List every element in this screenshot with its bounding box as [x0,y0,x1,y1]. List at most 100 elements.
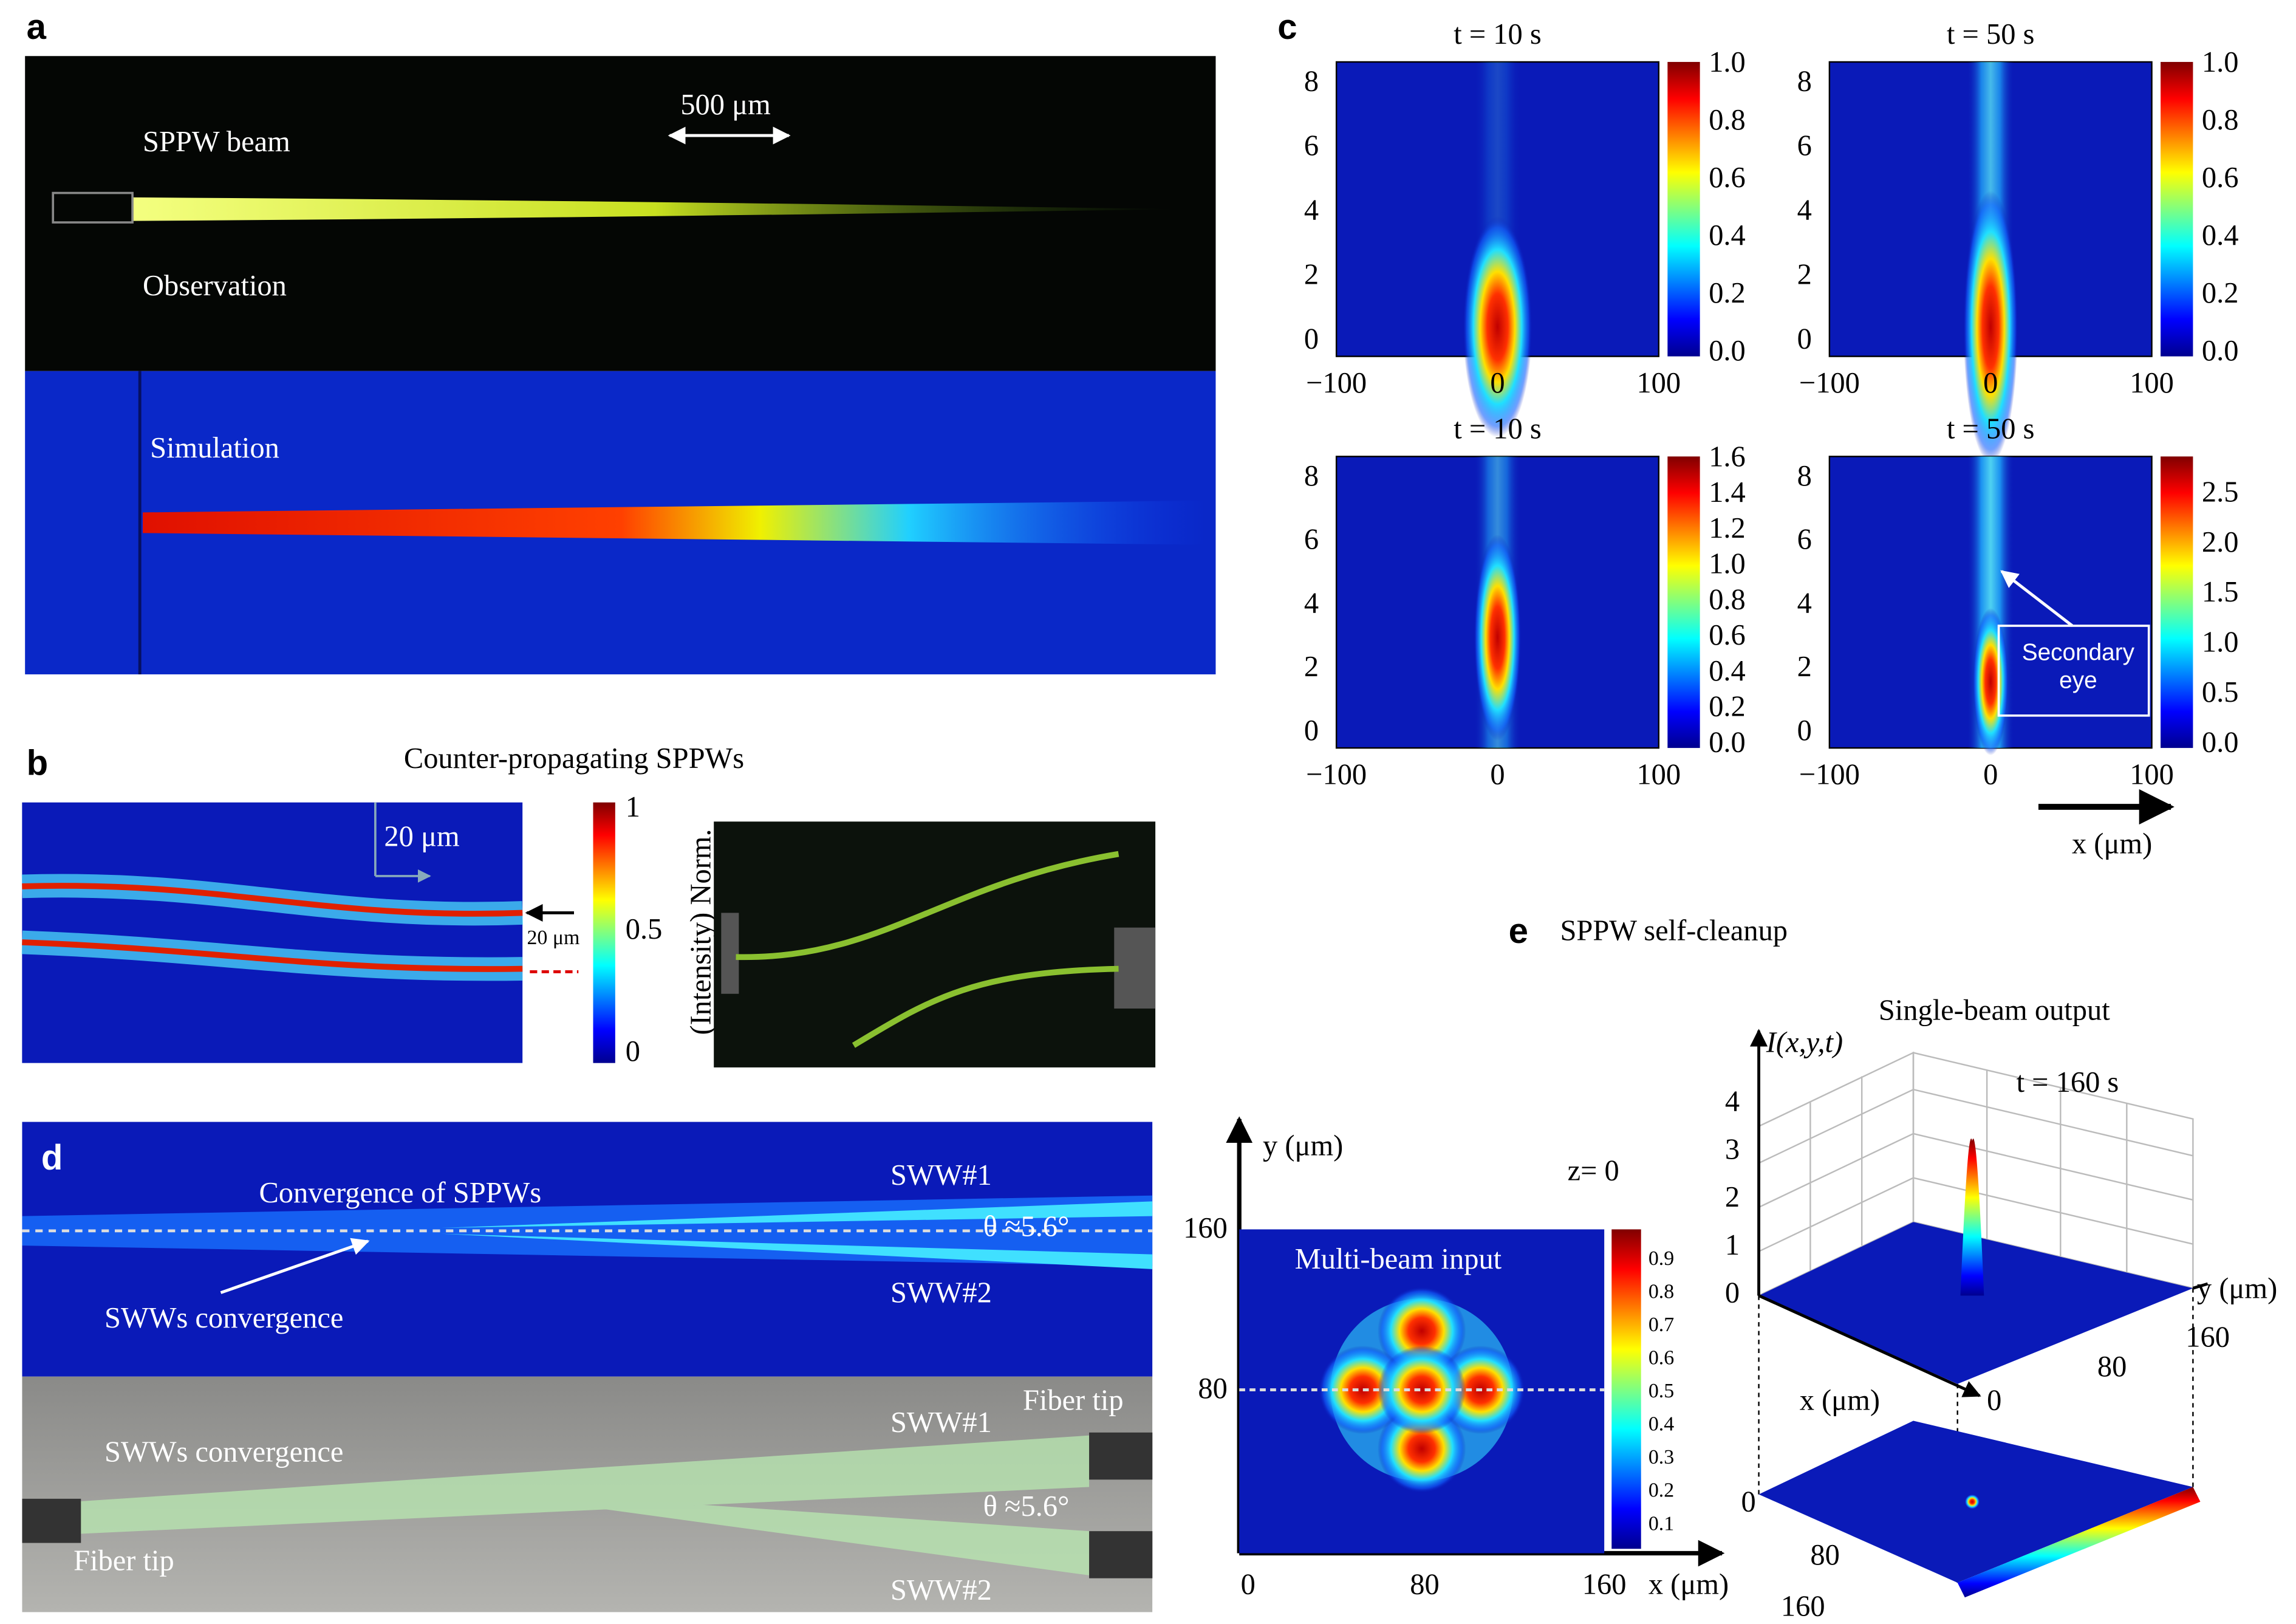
y-tick-label: 0 [1797,714,1812,747]
x-tick-label: −100 [1799,367,1860,399]
beam [1973,608,2009,756]
colorbar-tick: 0.2 [1709,277,1746,309]
beam [22,939,523,972]
y-tick-label: 160 [1183,1212,1228,1244]
y-tick-label: 6 [1797,524,1812,556]
text: Fiber tip [73,1545,174,1577]
arrow [2000,570,2074,627]
beam [22,883,523,917]
text: Convergence of SPPWs [259,1177,541,1209]
z-tick-label: 3 [1725,1133,1740,1165]
panel-label: b [27,744,49,783]
title: Single-beam output [1879,994,2110,1026]
x-tick-label: 100 [2130,759,2174,791]
beam [1474,534,1522,741]
text: SWWs convergence [104,1436,343,1468]
text: θ ≈5.6° [983,1490,1070,1523]
colorbar-tick: 1.4 [1709,476,1746,509]
colorbar-tick: 0.8 [1709,583,1746,615]
title: Multi-beam input [1295,1243,1502,1275]
colorbar-tick: 0.8 [1649,1281,1674,1303]
x-tick-label: 0 [1983,367,1998,399]
beam [852,965,1119,1048]
colorbar-tick: 0.6 [2202,162,2239,194]
separation-label: 20 μm [527,927,579,949]
text: Fiber tip [1023,1384,1124,1416]
y-tick-label: 2 [1797,651,1812,683]
annotation-box [1997,625,2150,717]
colorbar-tick: 1.0 [2202,46,2239,78]
z-tick-label: 0 [1725,1277,1740,1309]
x-label: x (μm) [2072,828,2152,860]
fiber [22,1498,81,1543]
text: SPPW beam [143,126,290,158]
annotation: eye [2059,667,2097,693]
x-tick-label: 0 [1983,759,1998,791]
scale-label: 500 μm [680,89,770,121]
axis [2192,1282,2209,1290]
arrow [220,1238,370,1294]
colorbar-tick: 0.8 [1709,104,1746,136]
text: z= 0 [1568,1154,1619,1187]
beam [132,197,1178,221]
tick-label: 160 [1781,1591,1825,1623]
colorbar [1667,61,1700,357]
plot-title: t = 50 s [1947,413,2034,445]
colorbar-tick: 0.5 [2202,676,2239,708]
colorbar [593,802,615,1063]
axis [1758,1294,1981,1397]
y-tick-label: 8 [1304,460,1319,492]
plot-title: t = 10 s [1454,18,1541,50]
z-tick-label: 4 [1725,1086,1740,1118]
colorbar-tick: 1.0 [1709,46,1746,78]
z-tick-label: 1 [1725,1229,1740,1261]
text: SWWs convergence [104,1302,343,1334]
fiber [721,913,739,994]
colorbar-tick: 1.5 [2202,576,2239,608]
text: Simulation [150,432,279,464]
y-tick-label: 8 [1304,65,1319,97]
colorbar-label: (Intensity) Norm. [685,829,717,1035]
y-tick-label: 0 [1797,323,1812,355]
beam [1963,190,2018,464]
plot-title: t = 10 s [1454,413,1541,445]
x-tick-label: 80 [1410,1568,1439,1600]
colorbar-tick: 2.5 [2202,476,2239,508]
colorbar-tick: 1.0 [1709,548,1746,580]
z-tick-label: 2 [1725,1181,1740,1213]
colorbar-tick: 0.4 [1709,655,1746,687]
colorbar-tick: 0.2 [2202,277,2239,309]
panel-label: a [27,7,47,47]
x-tick-label: 0 [1490,367,1505,399]
scale-label: 20 μm [384,820,459,852]
x-tick-label: 0 [1490,759,1505,791]
beam [1463,216,1532,437]
y-tick-label: 6 [1797,129,1812,162]
panel-label: d [41,1138,63,1177]
y-tick-label: 0 [1304,323,1319,355]
tick-label: 0 [1741,1486,1755,1518]
y-tick-label: 6 [1304,129,1319,162]
colorbar-tick: 0.7 [1649,1314,1674,1336]
x-tick-label: 100 [1636,759,1681,791]
colorbar-tick: 0.2 [1649,1479,1674,1502]
colorbar-tick: 0.0 [1709,335,1746,367]
x-tick-label: 0 [1241,1568,1256,1600]
y-tick-label: 160 [2185,1321,2230,1353]
colorbar-tick: 0.1 [1649,1512,1674,1535]
y-tick-label: 4 [1304,194,1319,226]
colorbar-tick: 0.3 [1649,1446,1674,1468]
y-label: y (μm) [2197,1272,2277,1304]
title: SPPW self-cleanup [1560,915,1788,947]
text: SWW#1 [890,1159,992,1191]
colorbar-tick: 0.0 [2202,726,2239,758]
colorbar-tick: 0.6 [1649,1347,1674,1369]
x-label: x (μm) [1800,1384,1880,1416]
fiber-outline [52,191,134,224]
tick-label: 0 [1987,1384,2001,1416]
colorbar [1667,456,1700,749]
colorbar-tick: 0.6 [1709,619,1746,651]
colorbar [1957,1487,2201,1598]
y-tick-label: 4 [1797,194,1812,226]
colorbar-tick: 2.0 [2202,526,2239,558]
